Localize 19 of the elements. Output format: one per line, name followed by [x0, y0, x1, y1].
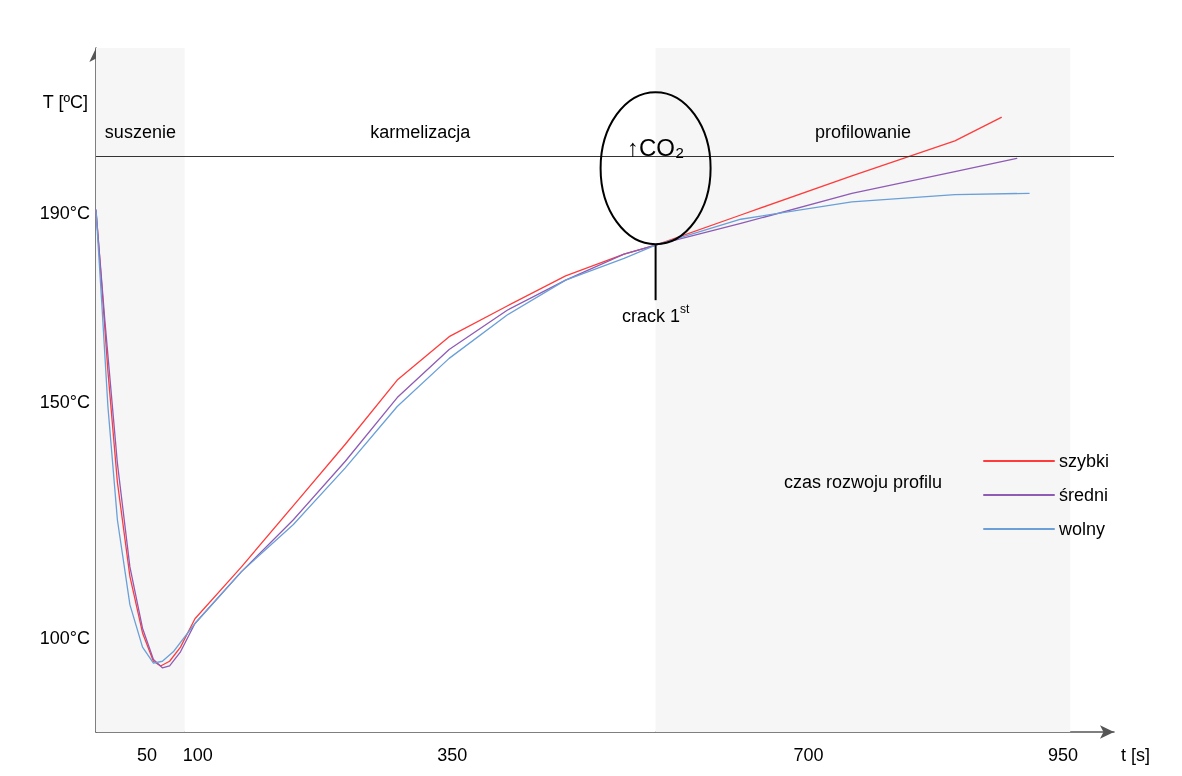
- legend-title: czas rozwoju profilu: [782, 471, 944, 494]
- y-tick-label: 150°C: [39, 391, 90, 412]
- band-label: profilowanie: [814, 122, 911, 142]
- legend-label: wolny: [1057, 519, 1106, 539]
- annotation: crack 1$^{st}$: [621, 302, 690, 326]
- x-tick-label: 700: [793, 745, 824, 765]
- y-axis-title: T [ºC]: [42, 92, 88, 112]
- x-tick-label: 100: [182, 745, 213, 765]
- band-label: suszenie: [104, 122, 176, 142]
- x-tick-label: 350: [437, 745, 468, 765]
- annotation: ↑CO₂: [626, 134, 685, 162]
- y-tick-label: 190°C: [39, 203, 90, 224]
- y-tick-label: 100°C: [39, 627, 90, 648]
- legend-label: szybki: [1058, 451, 1110, 471]
- legend-label: średni: [1058, 485, 1109, 505]
- x-axis-title: t [s]: [1121, 745, 1151, 765]
- band-label: karmelizacja: [370, 122, 472, 142]
- x-tick-label: 50: [136, 745, 157, 765]
- x-tick-label: 950: [1048, 745, 1079, 765]
